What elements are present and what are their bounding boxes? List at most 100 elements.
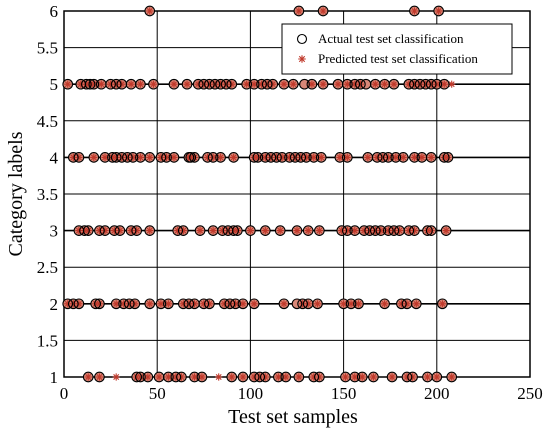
predicted-point-122 — [384, 227, 392, 235]
actual-point-165 — [437, 298, 448, 310]
predicted-point-96 — [110, 227, 118, 235]
actual-point-47 — [73, 152, 85, 163]
actual-point-133 — [73, 298, 85, 310]
predicted-point-167 — [133, 373, 141, 381]
y-tick-label-5: 3.5 — [37, 185, 58, 204]
predicted-point-45 — [69, 153, 77, 161]
predicted-point-4 — [90, 80, 98, 88]
actual-point-144 — [183, 298, 195, 310]
actual-point-13 — [181, 78, 193, 90]
predicted-point-98 — [127, 227, 135, 235]
predicted-point-55 — [146, 153, 154, 161]
predicted-point-178 — [239, 373, 247, 381]
y-tick-label-1: 1.5 — [37, 331, 58, 350]
actual-point-86 — [397, 152, 409, 163]
predicted-point-74 — [297, 153, 305, 161]
actual-point-fill-35 — [361, 79, 371, 89]
actual-point-14 — [192, 78, 204, 90]
predicted-point-182 — [274, 373, 282, 381]
predicted-point-166 — [112, 373, 120, 381]
predicted-point-15 — [200, 80, 208, 88]
actual-point-53 — [122, 152, 133, 163]
actual-point-76 — [300, 152, 312, 163]
actual-point-116 — [336, 225, 348, 236]
legend-marker-actual — [296, 33, 308, 45]
actual-point-182 — [273, 371, 284, 383]
predicted-point-149 — [231, 300, 240, 308]
predicted-point-25 — [269, 80, 277, 88]
predicted-point-68 — [261, 153, 269, 161]
predicted-point-108 — [233, 227, 241, 235]
predicted-point-192 — [403, 373, 411, 381]
actual-point-114 — [302, 225, 314, 236]
actual-point-123 — [382, 225, 394, 236]
actual-point-111 — [259, 225, 271, 236]
predicted-point-34 — [371, 80, 379, 88]
predicted-point-195 — [433, 373, 441, 381]
actual-point-150 — [230, 298, 241, 310]
predicted-point-16 — [205, 80, 213, 88]
actual-point-94 — [82, 225, 94, 236]
predicted-point-29 — [319, 80, 327, 88]
actual-point-166 — [82, 371, 94, 383]
actual-point-70 — [265, 152, 277, 163]
predicted-point-82 — [379, 153, 387, 161]
predicted-point-12 — [170, 80, 178, 88]
predicted-point-144 — [190, 300, 199, 308]
predicted-point-197 — [146, 7, 154, 15]
predicted-point-154 — [304, 300, 312, 308]
predicted-point-158 — [354, 300, 363, 308]
predicted-point-146 — [205, 300, 213, 308]
y-tick-label-0: 1 — [50, 368, 59, 387]
predicted-point-119 — [366, 227, 374, 235]
predicted-point-52 — [123, 153, 131, 161]
actual-point-198 — [293, 5, 305, 17]
predicted-point-165 — [95, 373, 104, 381]
actual-point-179 — [248, 371, 260, 383]
actual-point-141 — [155, 298, 167, 310]
y-tick-label-8: 5 — [50, 75, 59, 94]
actual-point-128 — [422, 225, 433, 236]
actual-point-149 — [224, 298, 236, 310]
actual-point-197 — [144, 5, 156, 17]
actual-point-23 — [256, 78, 267, 90]
predicted-point-26 — [280, 80, 288, 88]
predicted-point-121 — [377, 227, 385, 235]
predicted-point-137 — [125, 300, 133, 308]
predicted-point-36 — [390, 80, 398, 88]
predicted-point-77 — [317, 153, 325, 161]
predicted-point-183 — [282, 373, 290, 381]
predicted-point-133 — [92, 300, 100, 308]
predicted-point-39 — [416, 80, 424, 88]
predicted-point-78 — [336, 153, 344, 161]
predicted-point-150 — [239, 300, 247, 308]
actual-point-159 — [345, 298, 357, 310]
predicted-point-200 — [410, 7, 419, 15]
actual-point-56 — [144, 152, 156, 163]
predicted-point-131 — [69, 300, 77, 308]
predicted-point-186 — [315, 373, 323, 381]
predicted-point-35 — [381, 80, 389, 88]
x-axis-label: Test set samples — [228, 406, 358, 428]
actual-point-162 — [396, 298, 407, 310]
predicted-point-91 — [75, 227, 83, 235]
predicted-point-64 — [216, 153, 225, 161]
y-tick-label-4: 3 — [50, 222, 59, 241]
actual-point-110 — [245, 225, 256, 236]
predicted-point-76 — [310, 153, 318, 161]
actual-point-188 — [349, 371, 361, 383]
predicted-point-113 — [304, 227, 312, 235]
predicted-point-117 — [351, 227, 359, 235]
y-tick-label-3: 2.5 — [37, 258, 58, 277]
predicted-point-65 — [230, 153, 238, 161]
predicted-point-140 — [157, 300, 165, 308]
predicted-point-163 — [438, 300, 446, 308]
actual-point-174 — [176, 371, 187, 383]
predicted-point-47 — [90, 153, 98, 161]
predicted-point-42 — [433, 80, 441, 88]
predicted-point-106 — [224, 227, 232, 235]
predicted-point-9 — [127, 80, 135, 88]
y-tick-label-6: 4 — [50, 148, 59, 167]
predicted-point-135 — [112, 300, 120, 308]
actual-point-82 — [371, 152, 383, 163]
